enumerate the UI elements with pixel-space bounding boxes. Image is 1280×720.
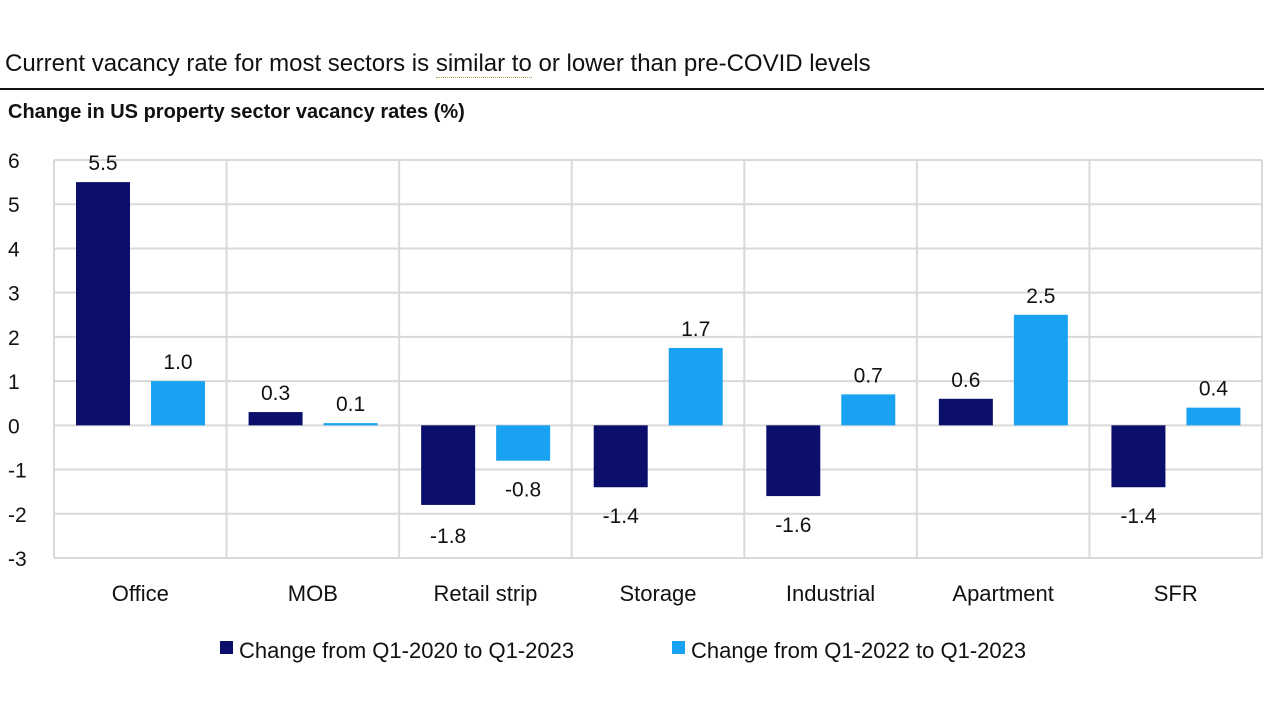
data-label-series-1: -1.4 xyxy=(603,505,640,528)
legend-swatch-series-1 xyxy=(220,641,233,654)
headline-text-before: Current vacancy rate for most sectors is xyxy=(5,50,436,77)
data-label-series-2: 2.5 xyxy=(1026,285,1055,308)
data-label-series-2: -0.8 xyxy=(505,479,541,502)
y-tick-label: 3 xyxy=(8,283,20,306)
y-tick-label: -3 xyxy=(8,548,27,571)
x-category-label: Industrial xyxy=(786,581,875,606)
y-tick-label: 6 xyxy=(8,150,20,173)
data-label-series-2: 1.0 xyxy=(163,351,192,374)
data-label-series-1: -1.8 xyxy=(430,525,466,548)
x-category-label: Storage xyxy=(619,581,696,606)
y-tick-label: 5 xyxy=(8,194,20,217)
chart-headline: Current vacancy rate for most sectors is… xyxy=(5,50,871,78)
x-category-label: Apartment xyxy=(952,581,1054,606)
y-tick-label: 0 xyxy=(8,415,20,438)
x-category-label: Office xyxy=(112,581,169,606)
legend-label-series-1: Change from Q1-2020 to Q1-2023 xyxy=(239,638,574,663)
data-label-series-1: -1.6 xyxy=(775,514,811,537)
data-label-series-2: 0.7 xyxy=(854,364,883,387)
bar-series-2 xyxy=(1013,314,1068,426)
y-tick-label: -2 xyxy=(8,504,27,527)
bar-series-2 xyxy=(668,347,723,426)
data-label-series-1: -1.4 xyxy=(1120,505,1157,528)
bar-series-1 xyxy=(248,412,303,426)
legend-swatch-series-2 xyxy=(672,641,685,654)
bar-series-1 xyxy=(421,425,476,505)
headline-text-underlined: similar to xyxy=(435,50,532,78)
chart-title: Change in US property sector vacancy rat… xyxy=(8,101,465,123)
bar-series-1 xyxy=(766,425,821,497)
x-category-label: MOB xyxy=(288,581,338,606)
headline-text-after: or lower than pre-COVID levels xyxy=(531,50,871,77)
bar-series-1 xyxy=(938,398,993,426)
bar-series-1 xyxy=(1111,425,1166,488)
bar-series-1 xyxy=(593,425,648,488)
data-label-series-2: 1.7 xyxy=(681,318,710,341)
headline-divider xyxy=(0,88,1264,90)
bar-series-2 xyxy=(1186,407,1241,426)
bar-series-1 xyxy=(76,182,130,426)
y-tick-label: -1 xyxy=(8,460,27,483)
y-tick-label: 2 xyxy=(8,327,20,350)
x-category-label: Retail strip xyxy=(433,581,537,606)
legend-label-series-2: Change from Q1-2022 to Q1-2023 xyxy=(691,638,1026,663)
bar-series-2 xyxy=(496,425,551,461)
y-tick-label: 4 xyxy=(8,238,20,261)
bar-series-2 xyxy=(151,381,205,426)
data-label-series-1: 0.6 xyxy=(951,369,980,392)
bar-series-2 xyxy=(323,423,378,426)
data-label-series-2: 0.4 xyxy=(1199,378,1229,401)
bar-series-2 xyxy=(841,394,896,426)
x-category-label: SFR xyxy=(1154,581,1198,606)
data-label-series-1: 0.3 xyxy=(261,382,290,405)
data-label-series-2: 0.1 xyxy=(336,393,365,416)
y-tick-label: 1 xyxy=(8,371,20,394)
data-label-series-1: 5.5 xyxy=(88,152,117,175)
